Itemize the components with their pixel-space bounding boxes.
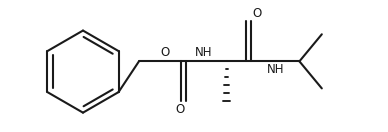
Text: O: O (253, 7, 262, 20)
Text: NH: NH (267, 63, 285, 76)
Text: O: O (161, 46, 170, 60)
Text: NH: NH (194, 46, 212, 60)
Text: O: O (175, 103, 185, 116)
